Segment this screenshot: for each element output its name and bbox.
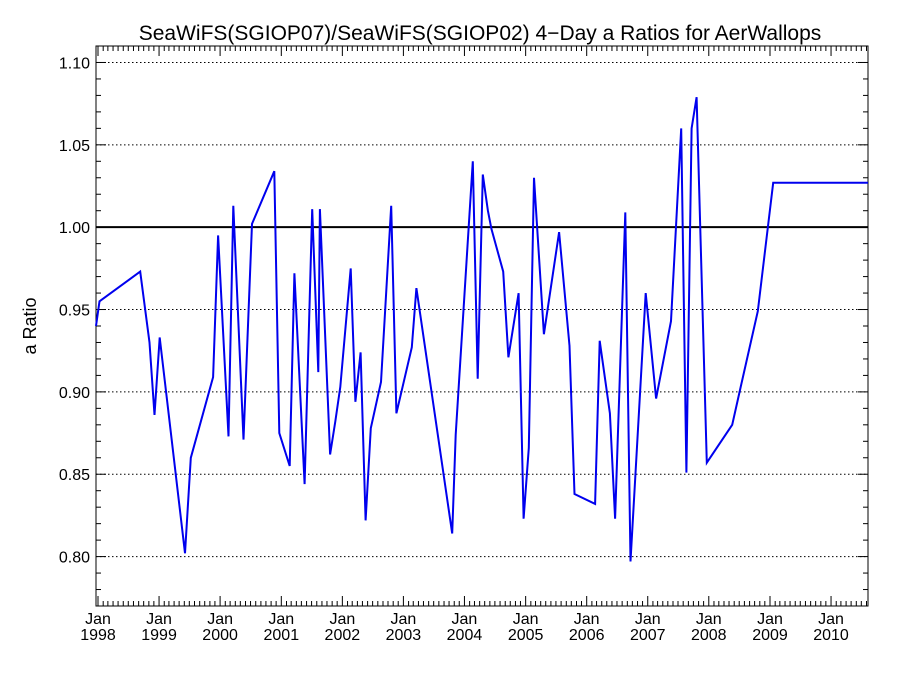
y-ticks: 0.80 0.85 0.90 0.95 1.00 1.05 1.10 (59, 45, 868, 607)
x-tick-month-label: Jan (390, 611, 416, 628)
x-tick-month-label: Jan (818, 611, 844, 628)
series-line (95, 96, 868, 562)
x-tick-month-label: Jan (268, 611, 294, 628)
x-tick-year-label: 2005 (508, 627, 544, 644)
x-tick-month-label: Jan (757, 611, 783, 628)
x-tick-year-label: 2002 (325, 627, 361, 644)
x-tick-month-label: Jan (635, 611, 661, 628)
x-tick-year-label: 2003 (386, 627, 422, 644)
series-group (95, 96, 868, 562)
x-tick-month-label: Jan (452, 611, 478, 628)
chart-title: SeaWiFS(SGIOP07)/SeaWiFS(SGIOP02) 4−Day … (139, 22, 822, 45)
x-tick-year-label: 2006 (569, 627, 605, 644)
x-tick-year-label: 1998 (80, 627, 116, 644)
x-tick-year-label: 2010 (813, 627, 849, 644)
x-tick-month-label: Jan (574, 611, 600, 628)
y-tick-label: 1.00 (59, 220, 90, 237)
x-tick-year-label: 2007 (630, 627, 666, 644)
y-tick-label: 0.90 (59, 385, 90, 402)
x-tick-month-label: Jan (696, 611, 722, 628)
plot-frame (95, 45, 869, 607)
y-tick-label: 1.10 (59, 55, 90, 72)
x-tick-year-label: 2009 (752, 627, 788, 644)
x-tick-month-label: Jan (207, 611, 233, 628)
y-tick-label: 0.85 (59, 467, 90, 484)
x-tick-year-label: 2001 (264, 627, 300, 644)
x-tick-year-label: 2000 (202, 627, 238, 644)
x-ticks: Jan1998Jan1999Jan2000Jan2001Jan2002Jan20… (80, 46, 867, 644)
x-tick-year-label: 2004 (447, 627, 483, 644)
y-axis-label: a Ratio (20, 297, 40, 354)
y-tick-label: 0.95 (59, 303, 90, 320)
x-tick-year-label: 2008 (691, 627, 727, 644)
x-tick-month-label: Jan (513, 611, 539, 628)
x-tick-month-label: Jan (329, 611, 355, 628)
x-tick-month-label: Jan (85, 611, 111, 628)
y-tick-label: 0.80 (59, 550, 90, 567)
y-tick-label: 1.05 (59, 138, 90, 155)
y-grid (96, 61, 868, 558)
x-tick-month-label: Jan (146, 611, 172, 628)
x-tick-year-label: 1999 (141, 627, 177, 644)
